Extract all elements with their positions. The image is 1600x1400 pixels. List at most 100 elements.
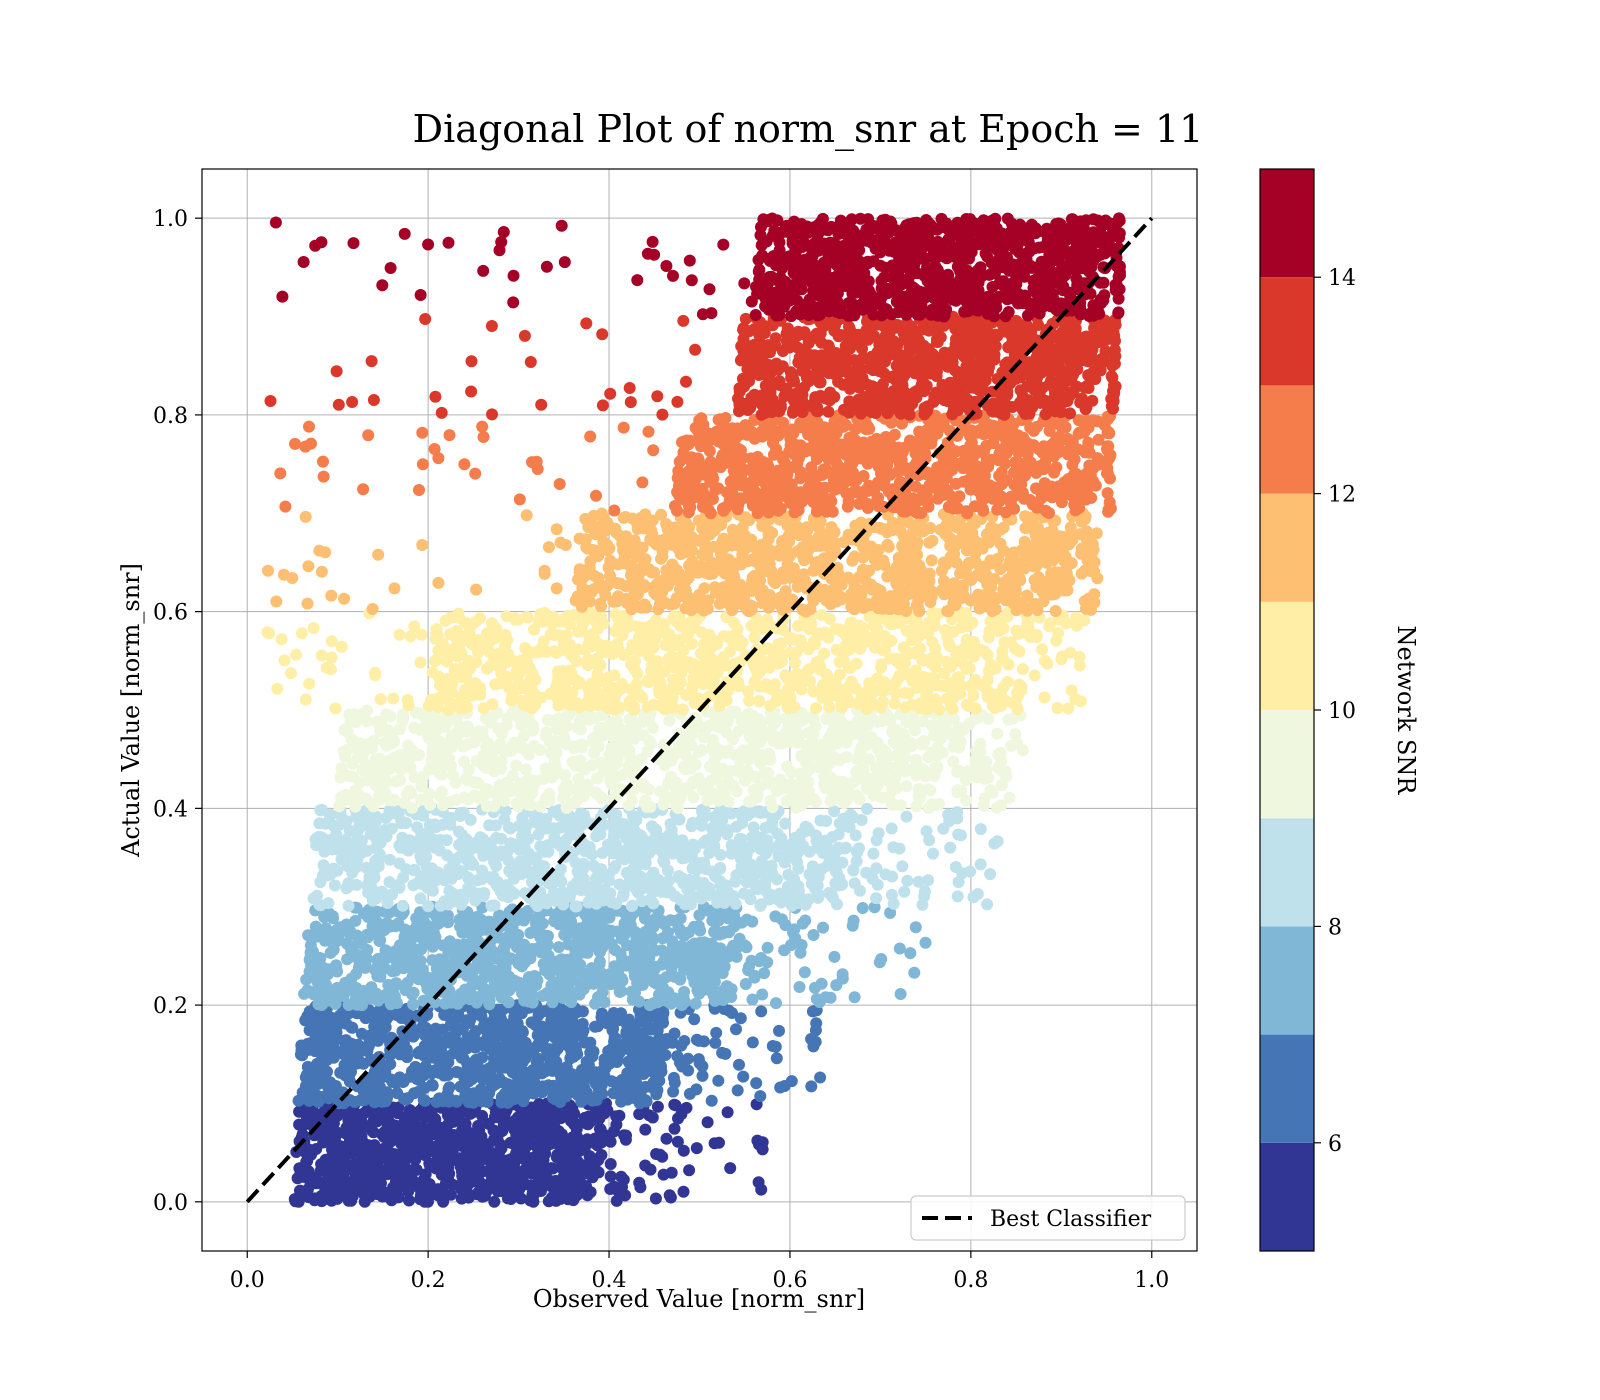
scatter-point <box>447 1047 460 1060</box>
scatter-point <box>543 794 556 806</box>
scatter-point <box>770 735 783 748</box>
scatter-point <box>393 839 406 852</box>
scatter-point <box>584 1036 597 1049</box>
scatter-point <box>694 969 707 982</box>
scatter-point <box>582 1136 595 1149</box>
scatter-point <box>697 836 710 849</box>
scatter-point <box>380 1166 393 1179</box>
scatter-point <box>937 822 950 835</box>
scatter-point <box>399 1174 412 1186</box>
scatter-point <box>445 741 458 753</box>
scatter-point <box>586 969 599 981</box>
scatter-point <box>742 725 755 738</box>
scatter-point <box>518 729 530 742</box>
scatter-point <box>951 784 964 797</box>
scatter-point <box>490 1164 503 1177</box>
scatter-point <box>528 739 540 752</box>
scatter-point <box>536 917 549 930</box>
scatter-point <box>658 759 671 772</box>
scatter-point <box>636 895 648 908</box>
scatter-point <box>372 753 385 766</box>
scatter-point <box>479 1152 492 1165</box>
scatter-point <box>506 769 519 782</box>
scatter-point <box>810 1017 823 1030</box>
scatter-point <box>372 994 385 1007</box>
scatter-point <box>755 952 768 964</box>
scatter-point <box>473 1124 486 1137</box>
scatter-point <box>895 755 907 768</box>
scatter-point <box>335 762 348 775</box>
scatter-point <box>991 801 1004 814</box>
scatter-point <box>484 741 497 754</box>
scatter-point <box>590 1094 603 1106</box>
scatter-point <box>615 1007 627 1020</box>
scatter-point <box>693 1057 706 1070</box>
scatter-point <box>557 898 570 911</box>
scatter-point <box>677 1144 690 1157</box>
scatter-point <box>738 939 751 952</box>
scatter-point <box>992 748 1005 761</box>
scatter-point <box>671 1135 684 1148</box>
scatter-point <box>288 1193 301 1206</box>
scatter-point <box>929 761 942 774</box>
scatter-point <box>783 736 796 749</box>
scatter-point <box>799 914 812 927</box>
scatter-point <box>659 1049 672 1061</box>
scatter-point <box>417 1093 430 1106</box>
scatter-point <box>541 1046 554 1059</box>
scatter-point <box>674 912 687 925</box>
scatter-point <box>638 851 651 864</box>
scatter-point <box>541 713 554 726</box>
scatter-point <box>701 1116 714 1129</box>
scatter-point <box>491 722 504 735</box>
scatter-point <box>679 763 692 776</box>
scatter-point <box>828 805 841 818</box>
scatter-point <box>665 770 677 783</box>
scatter-point <box>909 753 922 766</box>
scatter-point <box>913 792 926 805</box>
scatter-point <box>469 1041 482 1054</box>
scatter-point <box>663 714 676 727</box>
scatter-point <box>339 793 352 806</box>
scatter-point <box>334 921 347 934</box>
scatter-point <box>525 1117 538 1130</box>
scatter-point <box>855 725 868 738</box>
scatter-point <box>346 1143 359 1156</box>
scatter-point <box>488 1195 501 1208</box>
scatter-point <box>319 1066 332 1079</box>
scatter-point <box>798 966 811 979</box>
scatter-point <box>506 1172 519 1185</box>
scatter-point <box>350 811 363 824</box>
scatter-point <box>301 1037 314 1050</box>
plot-area <box>201 168 1198 1252</box>
scatter-point <box>569 796 582 809</box>
scatter-point <box>879 745 892 758</box>
scatter-point <box>570 1043 582 1056</box>
scatter-point <box>443 1139 456 1152</box>
scatter-point <box>362 1038 375 1051</box>
scatter-point <box>991 727 1004 740</box>
scatter-point <box>565 1170 577 1183</box>
scatter-point <box>664 914 677 927</box>
scatter-point <box>587 859 600 872</box>
scatter-point <box>733 1058 745 1071</box>
scatter-point <box>698 778 711 791</box>
scatter-point <box>395 1149 408 1162</box>
scatter-point <box>511 1189 524 1202</box>
scatter-point <box>355 1130 368 1143</box>
scatter-point <box>490 819 502 832</box>
scatter-point <box>377 779 390 792</box>
scatter-point <box>460 1014 473 1027</box>
scatter-point <box>424 798 437 811</box>
scatter-point <box>974 823 987 836</box>
scatter-point <box>393 1165 406 1177</box>
scatter-point <box>736 817 749 829</box>
scatter-point <box>497 787 510 800</box>
scatter-point <box>664 832 677 845</box>
scatter-point <box>303 1024 316 1037</box>
scatter-point <box>317 1136 330 1149</box>
scatter-point <box>822 887 835 899</box>
scatter-point <box>689 758 702 771</box>
scatter-point <box>683 1164 696 1177</box>
scatter-point <box>591 1020 604 1033</box>
